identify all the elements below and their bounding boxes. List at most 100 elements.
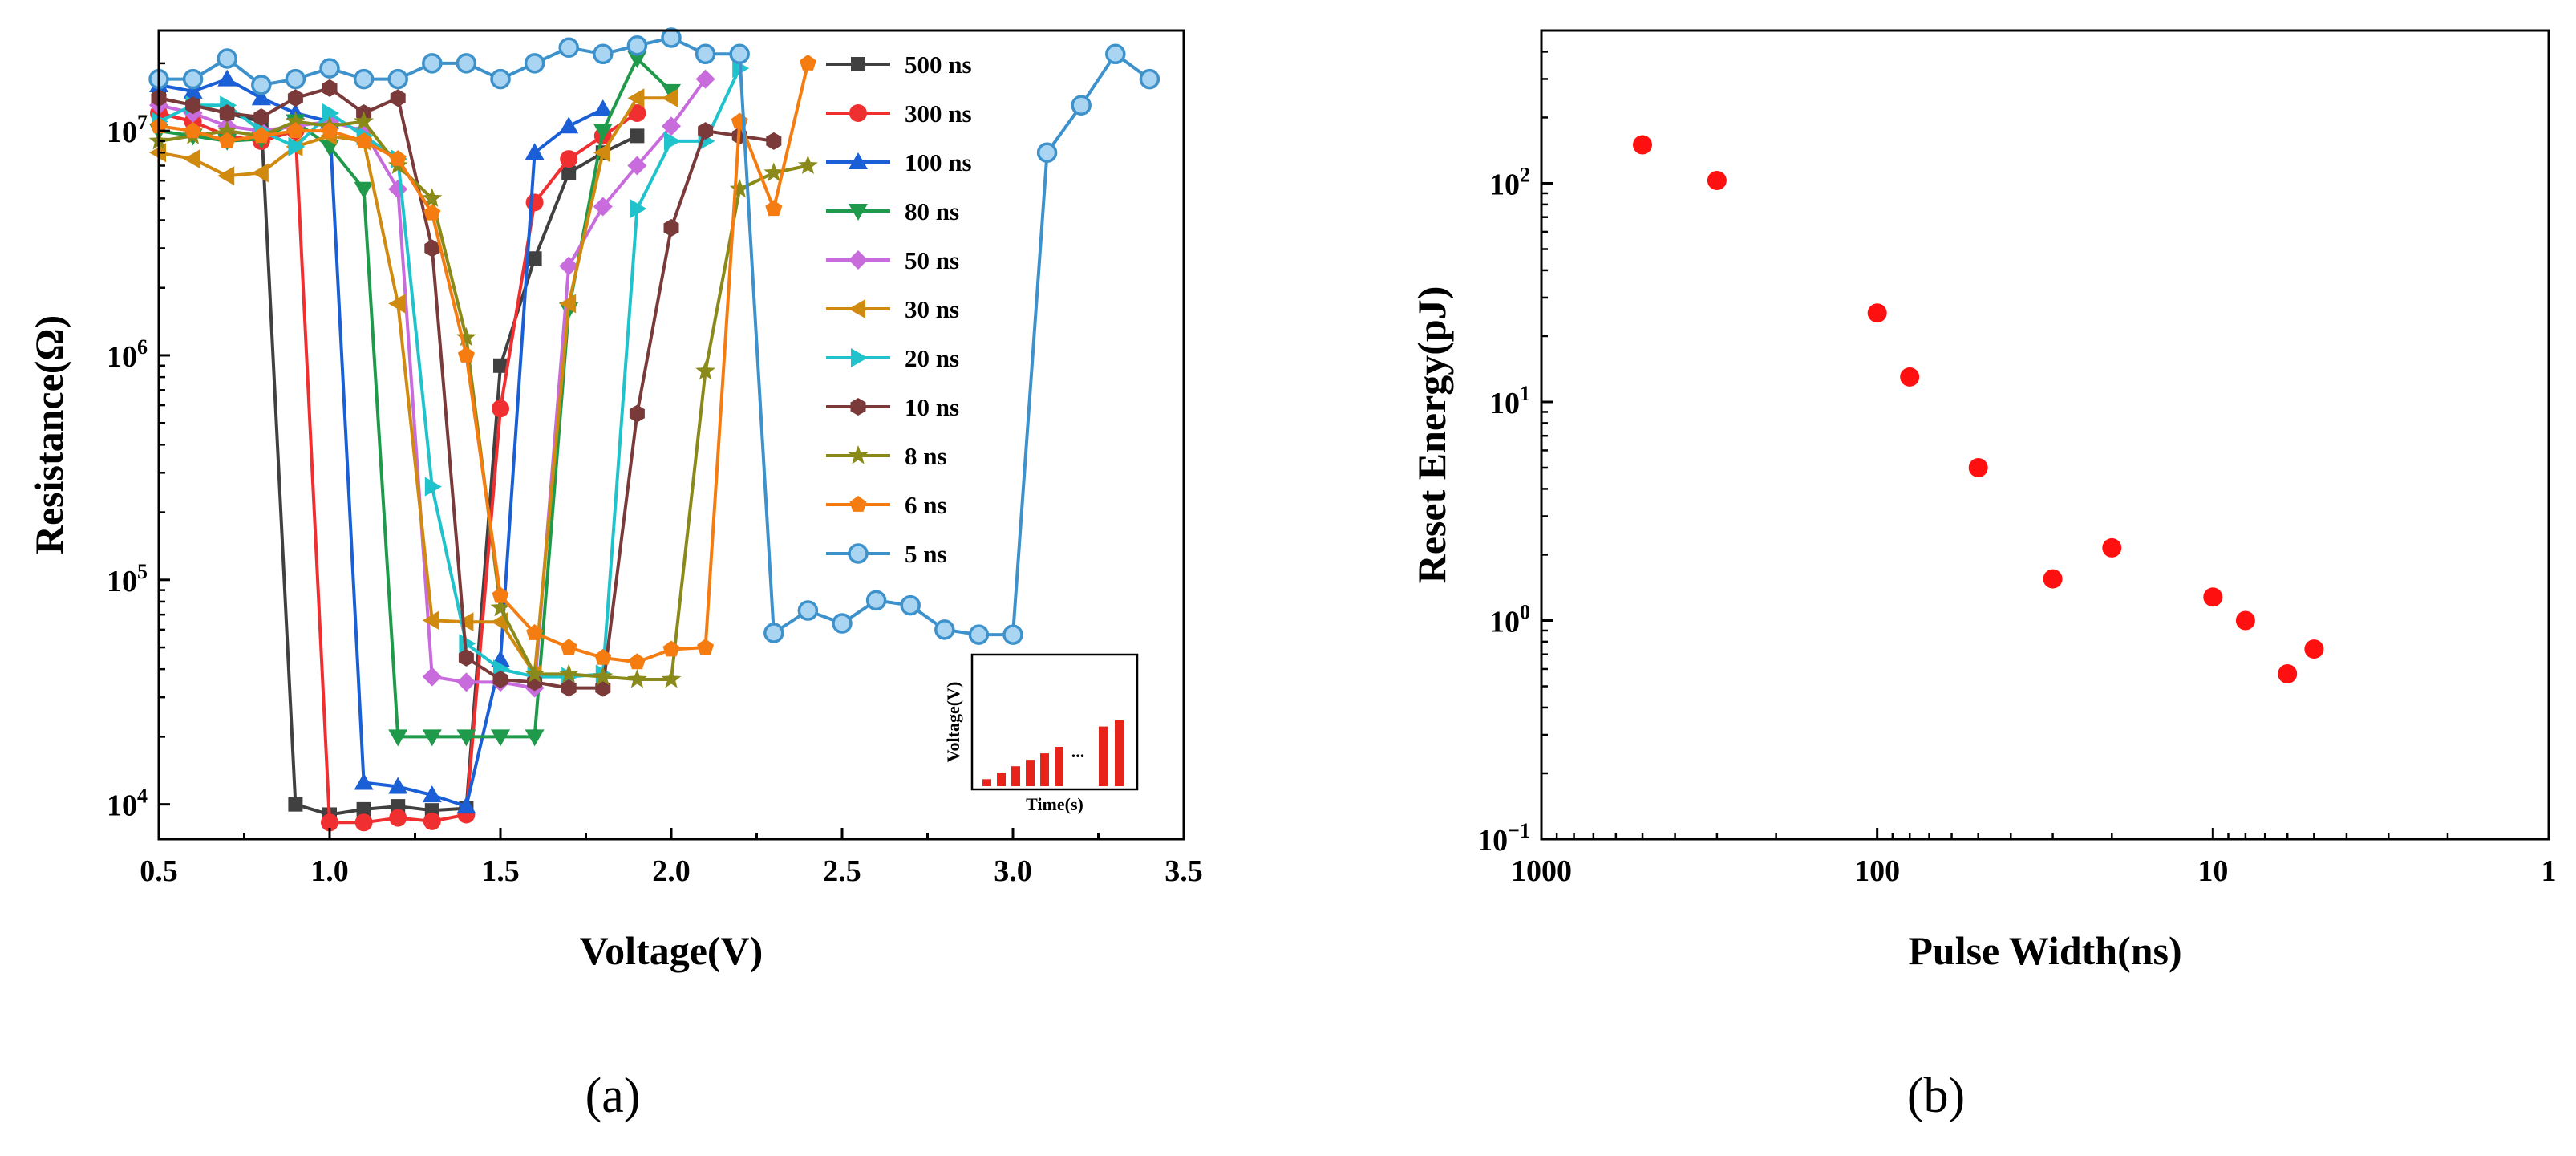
data-point: [2203, 587, 2223, 607]
data-point: [458, 648, 474, 667]
data-point: [934, 619, 955, 640]
legend-label: 6 ns: [905, 491, 947, 519]
legend-label: 50 ns: [905, 246, 959, 274]
inset-bars: [982, 720, 1124, 786]
chart-b-x-axis-title: Pulse Width(ns): [1908, 928, 2181, 973]
data-point: [217, 120, 237, 140]
data-point: [1105, 43, 1126, 65]
data-point: [559, 116, 579, 134]
data-point: [456, 612, 474, 632]
chart-a-y-axis-title: Resistance(Ω): [26, 315, 71, 554]
data-point: [627, 669, 647, 688]
x-tick-label: 1.5: [481, 854, 520, 888]
data-point: [319, 58, 340, 79]
data-point: [1002, 624, 1023, 645]
series-line: [159, 36, 1151, 637]
chart-a-pulse-inset: ... Time(s) Voltage(V): [943, 653, 1139, 814]
data-point: [217, 69, 237, 87]
inset-y-label: Voltage(V): [943, 682, 963, 763]
data-point: [356, 801, 371, 817]
inset-pulse-bar: [1055, 747, 1063, 786]
data-point: [251, 163, 269, 183]
legend-label: 300 ns: [905, 99, 972, 128]
resistance-voltage-chart: 0.5 1.0 1.5 2.0 2.5 3.0 3.5 104 105 106 107 500 ns…: [26, 27, 1203, 1123]
data-point: [832, 613, 853, 634]
data-point: [456, 797, 476, 814]
legend-item: 6 ns: [826, 491, 947, 519]
data-point: [524, 53, 545, 74]
inset-pulse-bar: [982, 779, 991, 786]
data-point: [182, 68, 204, 90]
data-point: [1139, 68, 1160, 90]
data-point: [492, 586, 509, 603]
data-point: [353, 68, 375, 90]
data-point: [627, 156, 647, 176]
data-point: [630, 128, 645, 144]
data-point: [456, 672, 476, 692]
data-point: [661, 27, 682, 48]
data-point: [561, 165, 577, 180]
legend-label: 20 ns: [905, 344, 959, 372]
data-point: [490, 597, 511, 617]
legend-item: 100 ns: [826, 148, 972, 176]
legend-label: 80 ns: [905, 197, 959, 225]
data-point: [627, 51, 647, 68]
series-line: [158, 67, 742, 679]
data-point: [797, 600, 819, 621]
legend-marker: [849, 104, 867, 122]
data-point: [1867, 303, 1887, 323]
data-point: [491, 729, 510, 747]
data-point: [695, 69, 715, 89]
data-point: [1036, 142, 1058, 164]
x-tick-label: 0.5: [140, 854, 178, 888]
legend-label: 5 ns: [905, 540, 947, 568]
series-10ns: [151, 79, 782, 697]
data-point: [766, 132, 782, 150]
data-point: [354, 111, 374, 131]
data-point: [492, 400, 509, 418]
data-point: [424, 477, 442, 497]
x-tick-label: 2.5: [823, 854, 861, 888]
y-tick-label: 105: [107, 560, 148, 598]
legend-item: 5 ns: [826, 540, 947, 568]
data-point: [2102, 537, 2122, 558]
data-point: [628, 653, 646, 670]
data-point: [1900, 367, 1920, 387]
data-point: [731, 112, 748, 129]
legend-marker: [849, 496, 867, 512]
data-point: [422, 729, 442, 747]
legend-marker: [851, 348, 868, 367]
legend-marker: [851, 57, 865, 71]
x-tick-label: 1.0: [310, 854, 349, 888]
series-50ns: [149, 69, 715, 698]
series-30ns: [149, 88, 678, 684]
legend-label: 10 ns: [905, 393, 959, 421]
data-point: [424, 239, 440, 258]
data-point: [422, 188, 443, 207]
data-point: [560, 639, 577, 655]
series-20ns: [152, 59, 750, 687]
series-line: [158, 57, 673, 739]
data-point: [422, 667, 442, 687]
data-point: [355, 132, 373, 148]
data-point: [492, 671, 508, 688]
x-tick-label: 10: [2197, 854, 2228, 888]
inset-x-label: Time(s): [1026, 794, 1083, 814]
data-point: [456, 53, 477, 74]
data-point: [457, 347, 475, 363]
legend-marker: [849, 299, 865, 318]
series-5ns: [148, 27, 1160, 645]
y-tick-label: 104: [107, 785, 148, 823]
legend-item: 300 ns: [826, 99, 972, 128]
inset-pulse-bar: [1026, 760, 1035, 786]
data-point: [629, 404, 645, 423]
data-point: [390, 89, 406, 107]
data-point: [763, 162, 784, 181]
data-point: [389, 150, 407, 166]
data-point: [288, 797, 303, 812]
legend-marker: [849, 204, 868, 221]
data-point: [217, 48, 237, 69]
inset-ellipsis: ...: [1071, 741, 1085, 761]
inset-pulse-bar: [1099, 726, 1108, 786]
data-point: [285, 68, 306, 90]
